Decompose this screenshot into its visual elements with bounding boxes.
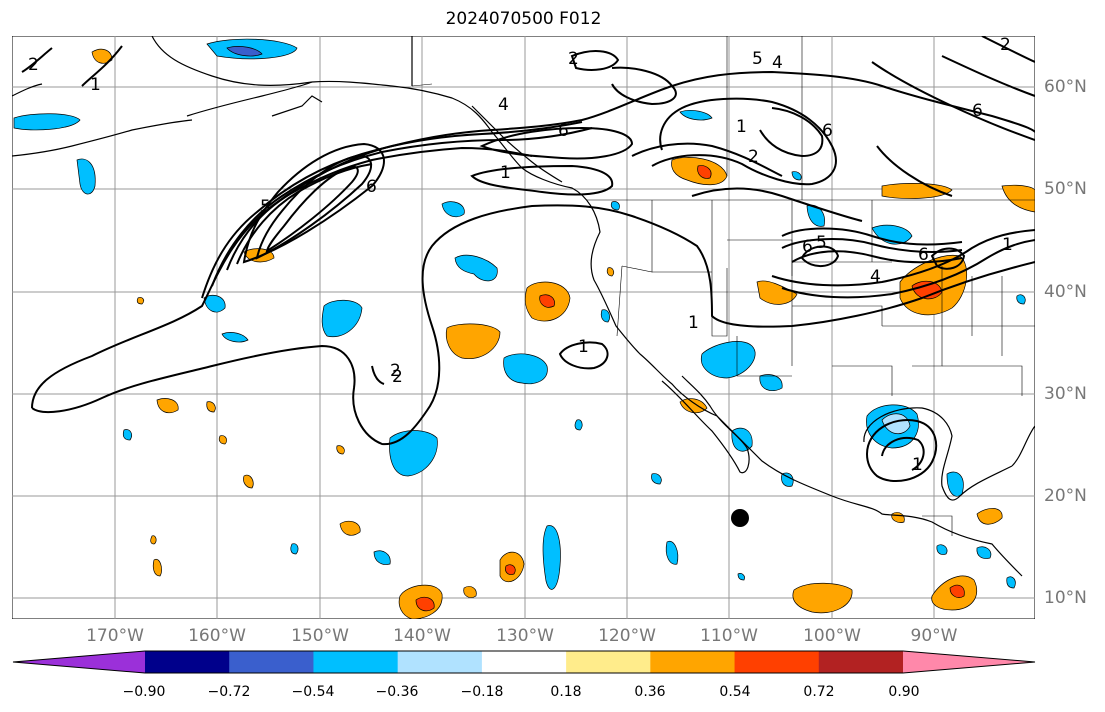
lat-label: 20°N [1044, 486, 1087, 506]
colorbar-outline [12, 650, 1036, 674]
contour-label-group: 2 1 4 6 5 6 1 2 6 2 4 5 1 6 2 1 6 5 6 4 … [28, 36, 1013, 475]
colorbar-tick-label: 0.36 [634, 684, 666, 700]
colorbar-segment [650, 651, 736, 673]
lat-label: 50°N [1044, 179, 1087, 199]
contour-label: 6 [802, 237, 813, 257]
colorbar-tick-label: −0.18 [460, 684, 504, 700]
colorbar-extend-high [903, 651, 1035, 673]
lat-label: 60°N [1044, 77, 1087, 97]
contour-lines [21, 36, 1035, 483]
contour-label: 5 [816, 233, 827, 253]
lat-label: 40°N [1044, 282, 1087, 302]
contour-label: 6 [366, 177, 377, 197]
contour-label: 6 [558, 121, 569, 141]
contour-label: 4 [498, 95, 509, 115]
colorbar-segment [481, 651, 567, 673]
contour-label: 2 [1000, 36, 1011, 55]
colorbar-segment [734, 651, 820, 673]
contour-label: 1 [912, 455, 923, 475]
colorbar-tick-label: −0.54 [291, 684, 335, 700]
map-title: 2024070500 F012 [445, 9, 602, 29]
lon-label: 170°W [86, 626, 144, 646]
lon-label: 150°W [291, 626, 349, 646]
lon-label: 160°W [188, 626, 246, 646]
colorbar-extend-low [13, 651, 145, 673]
lon-label: 90°W [910, 626, 958, 646]
political-boundaries [411, 36, 1035, 536]
colorbar-segment [145, 651, 230, 673]
contour-label: 2 [392, 367, 403, 387]
lon-label: 110°W [700, 626, 758, 646]
lon-label: 120°W [598, 626, 656, 646]
point-marker [731, 509, 749, 527]
contour-label: 1 [1002, 235, 1013, 255]
contour-label: 6 [918, 245, 929, 265]
colorbar-segment [818, 651, 904, 673]
lon-label: 140°W [393, 626, 451, 646]
colorbar-tick-label: −0.72 [207, 684, 251, 700]
contour-label: 2 [28, 55, 39, 75]
colorbar-tick-label: 0.54 [719, 684, 751, 700]
colorbar-tick-label: −0.90 [122, 684, 166, 700]
colorbar-tick-label: 0.90 [888, 684, 920, 700]
contour-label: 5 [260, 197, 271, 217]
lon-label: 100°W [803, 626, 861, 646]
colorbar-tick-label: 0.72 [803, 684, 835, 700]
contour-label: 5 [752, 49, 763, 69]
map-panel: 2 1 4 6 5 6 1 2 6 2 4 5 1 6 2 1 6 5 6 4 … [12, 36, 1035, 619]
contour-label: 1 [90, 75, 101, 95]
contour-label: 6 [822, 121, 833, 141]
contour-label: 1 [736, 117, 747, 137]
colorbar-segment [397, 651, 483, 673]
contour-label: 6 [972, 101, 983, 121]
contour-label: 4 [772, 53, 783, 73]
positive-anomaly-areas [91, 48, 1035, 619]
colorbar [12, 650, 1036, 674]
contour-label: 2 [390, 361, 401, 381]
colorbar-segment [229, 651, 314, 673]
contour-label: 1 [500, 163, 511, 183]
colorbar-segment [566, 651, 651, 673]
colorbar-segment [313, 651, 399, 673]
lon-label: 130°W [496, 626, 554, 646]
contour-label: 2 [568, 49, 579, 69]
contour-label: 1 [688, 313, 699, 333]
lat-label: 10°N [1044, 588, 1087, 608]
colorbar-tick-label: −0.36 [375, 684, 419, 700]
lat-label: 30°N [1044, 384, 1087, 404]
contour-label: 4 [870, 267, 881, 287]
contour-label: 2 [748, 147, 759, 167]
colorbar-tick-label: 0.18 [550, 684, 582, 700]
coastlines [12, 36, 1035, 577]
contour-label: 1 [578, 337, 589, 357]
